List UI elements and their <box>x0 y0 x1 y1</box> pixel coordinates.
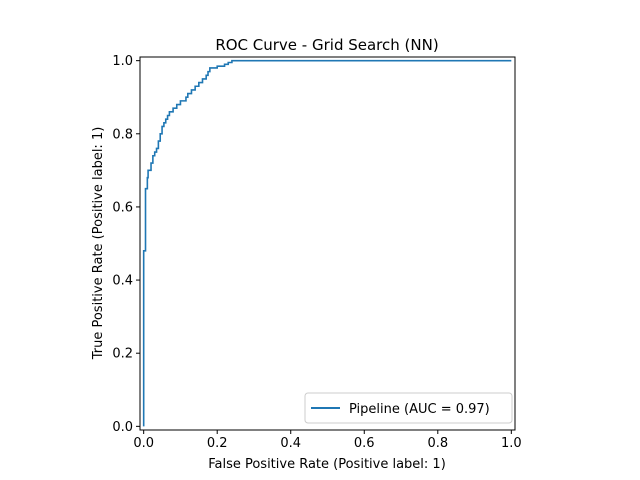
y-tick-label: 0.6 <box>112 200 133 215</box>
plot-frame <box>139 56 516 431</box>
x-tick-label: 0.0 <box>133 436 154 451</box>
roc-curve-line <box>142 59 512 427</box>
x-tick-label: 0.4 <box>280 436 301 451</box>
plot-area <box>139 56 516 431</box>
series-layer <box>142 59 512 427</box>
y-tick-label: 0.8 <box>112 127 133 142</box>
y-tick-label: 1.0 <box>112 54 133 69</box>
y-axis-title: True Positive Rate (Positive label: 1) <box>91 127 106 361</box>
legend-label: Pipeline (AUC = 0.97) <box>349 402 490 417</box>
x-tick-label: 0.8 <box>427 436 448 451</box>
legend: Pipeline (AUC = 0.97) <box>304 392 513 424</box>
x-axis-title: False Positive Rate (Positive label: 1) <box>208 457 446 472</box>
x-tick-label: 1.0 <box>501 436 522 451</box>
x-axis-ticks: 0.0 0.2 0.4 0.6 0.8 1.0 <box>133 430 522 451</box>
y-tick-label: 0.2 <box>112 347 133 362</box>
y-tick-label: 0.4 <box>112 274 133 289</box>
x-tick-label: 0.2 <box>207 436 228 451</box>
x-tick-label: 0.6 <box>354 436 375 451</box>
y-axis-ticks: 0.0 0.2 0.4 0.6 0.8 1.0 <box>112 54 140 435</box>
y-tick-label: 0.0 <box>112 420 133 435</box>
chart-title: ROC Curve - Grid Search (NN) <box>215 36 438 54</box>
legend-box <box>304 392 513 424</box>
